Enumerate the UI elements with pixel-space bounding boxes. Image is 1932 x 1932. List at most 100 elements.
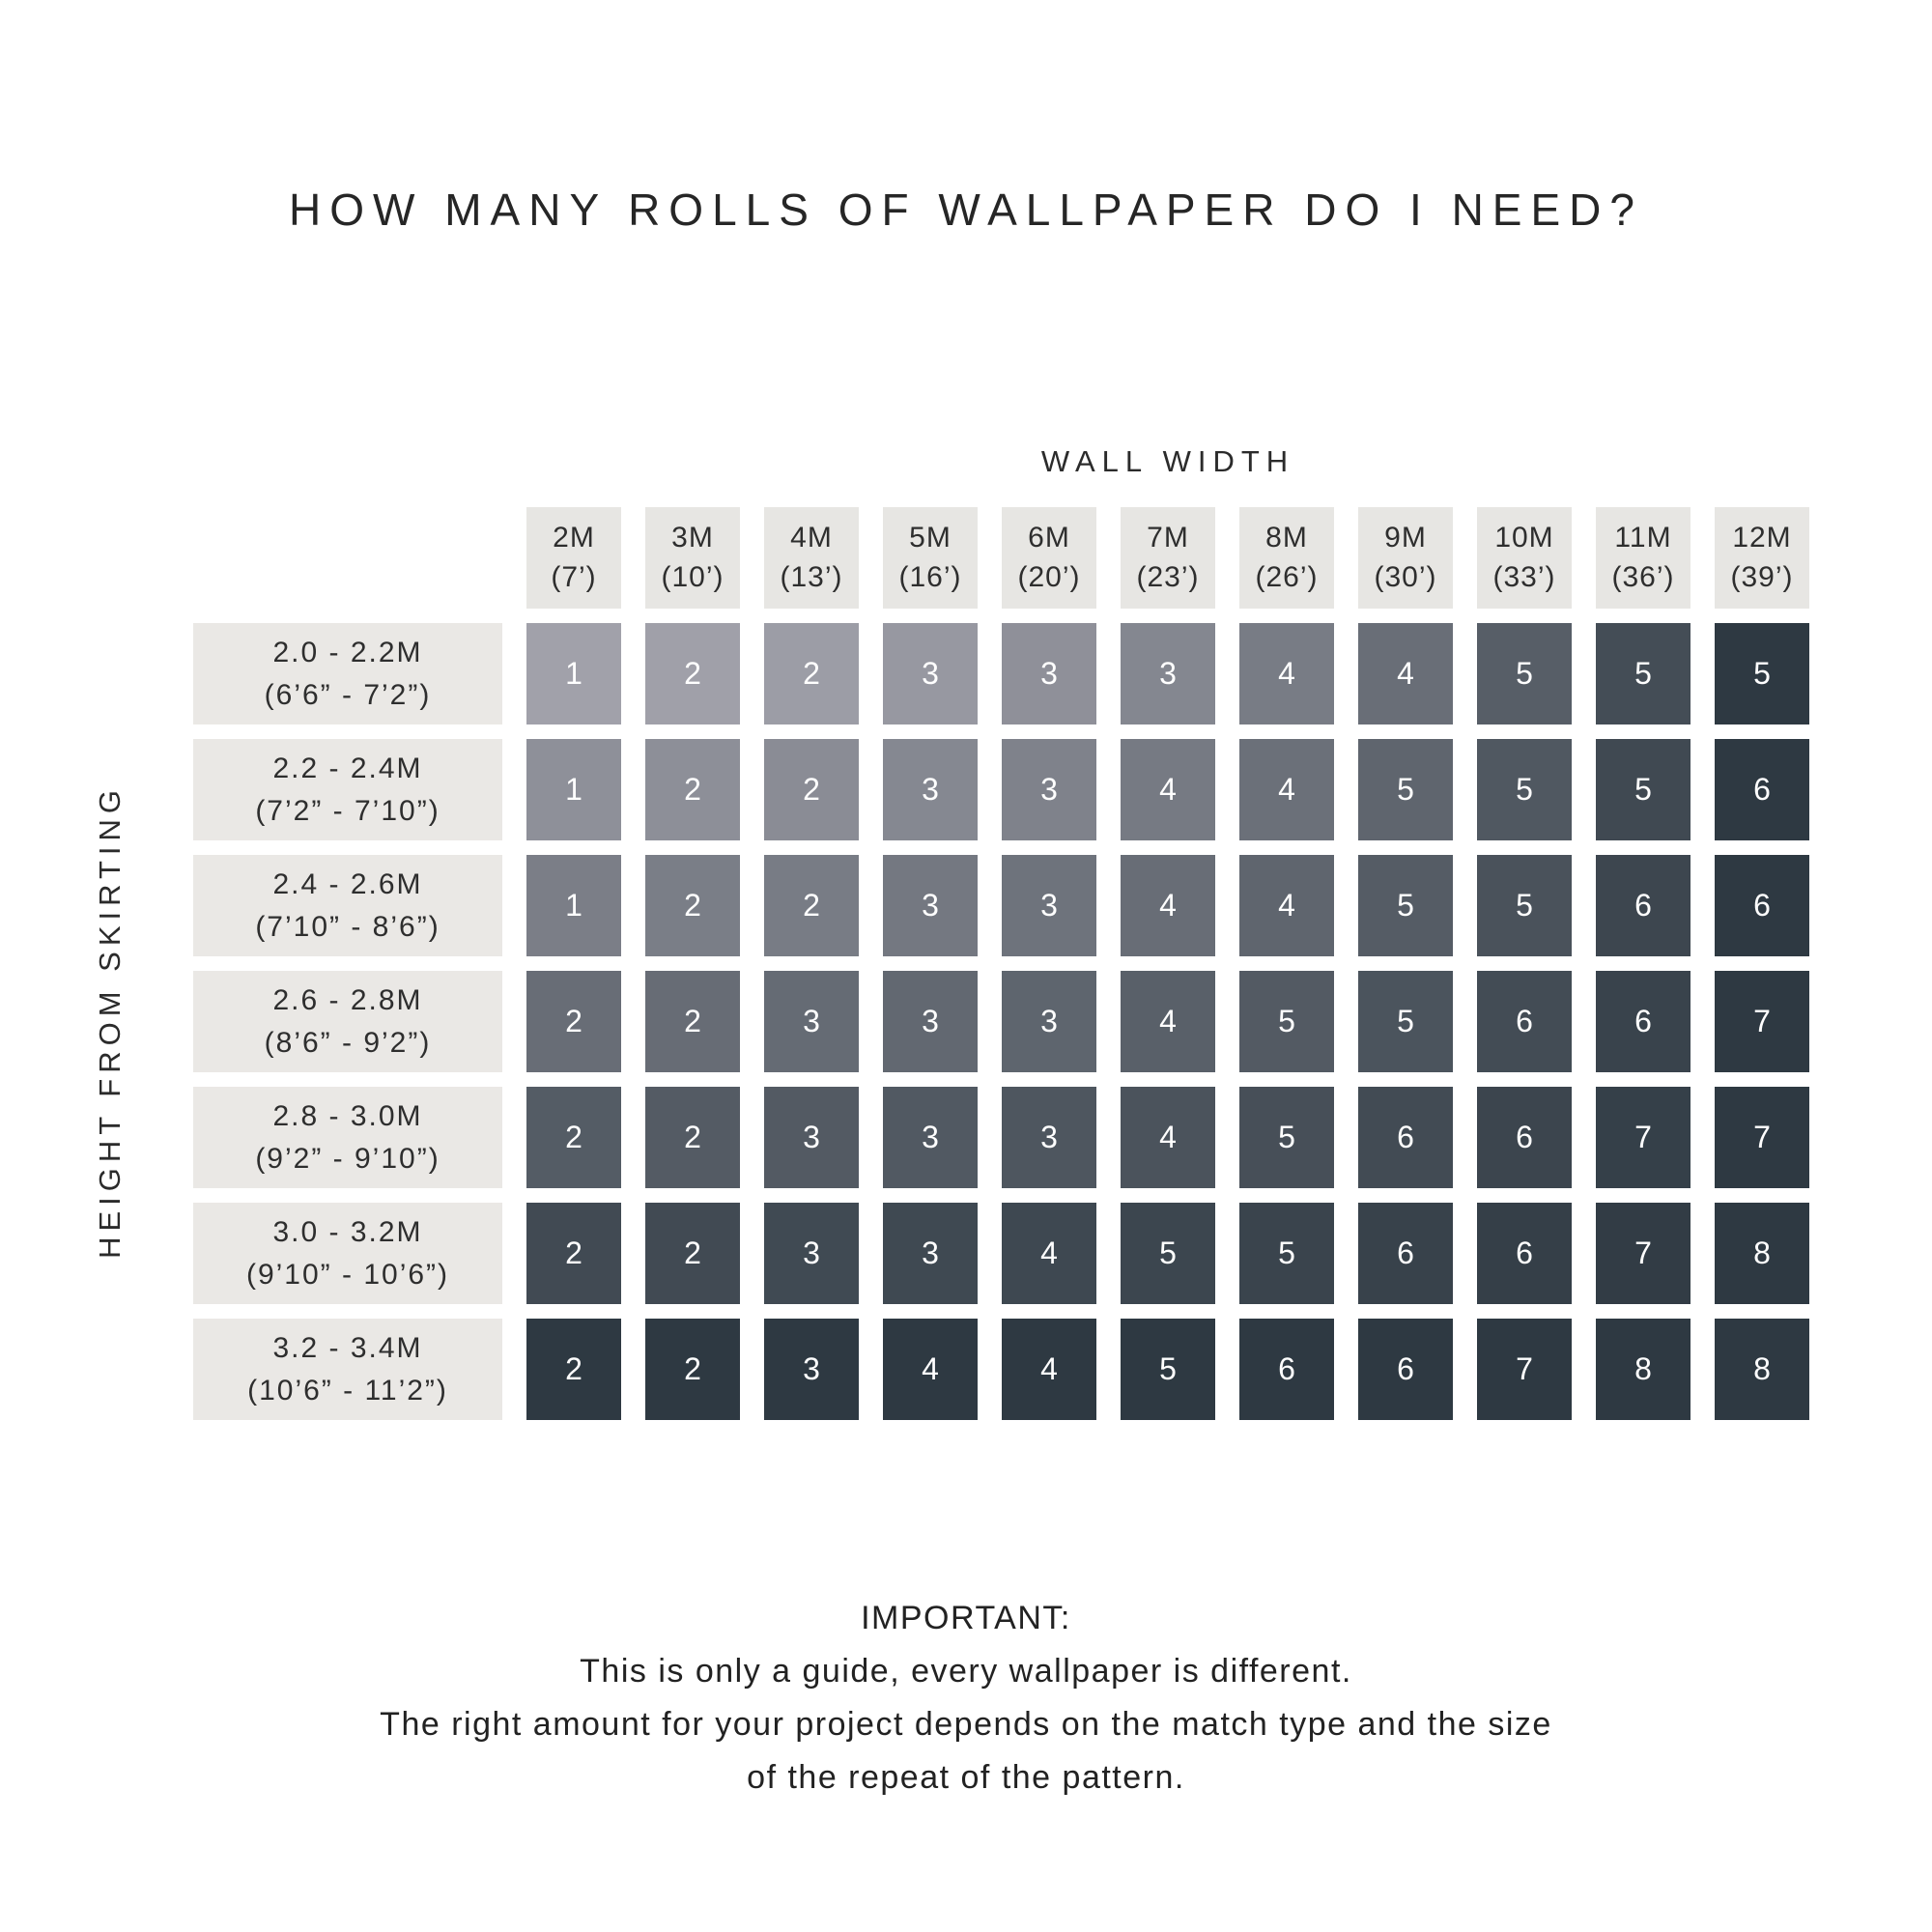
column-header-3m: 3M (10’) xyxy=(645,507,740,609)
column-header-feet: (36’) xyxy=(1611,560,1675,593)
roll-count-cell: 5 xyxy=(1239,1087,1334,1188)
column-header-9m: 9M (30’) xyxy=(1358,507,1453,609)
footer-note: IMPORTANT: This is only a guide, every w… xyxy=(0,1592,1932,1804)
roll-count-cell: 4 xyxy=(1121,739,1215,840)
column-header-meters: 12M xyxy=(1732,522,1792,554)
roll-count-cell: 3 xyxy=(1002,623,1096,724)
roll-count-cell: 3 xyxy=(883,1087,978,1188)
roll-count-cell: 5 xyxy=(1358,855,1453,956)
row-label: 2.8 - 3.0M (9’2” - 9’10”) xyxy=(193,1087,502,1188)
page-title: HOW MANY ROLLS OF WALLPAPER DO I NEED? xyxy=(289,185,1643,235)
roll-count-cell: 2 xyxy=(764,739,859,840)
roll-count-cell: 2 xyxy=(645,1087,740,1188)
column-header-feet: (16’) xyxy=(898,560,962,593)
roll-count-cell: 5 xyxy=(1239,1203,1334,1304)
roll-count-cell: 7 xyxy=(1715,1087,1809,1188)
roll-count-cell: 5 xyxy=(1121,1203,1215,1304)
row-label-feet: (10’6” - 11’2”) xyxy=(247,1374,448,1406)
roll-count-cell: 2 xyxy=(645,623,740,724)
row-label-meters: 2.0 - 2.2M xyxy=(272,637,423,668)
roll-count-cell: 5 xyxy=(1239,971,1334,1072)
row-label-meters: 2.8 - 3.0M xyxy=(272,1100,423,1132)
column-header-meters: 10M xyxy=(1494,522,1554,554)
row-label: 2.4 - 2.6M (7’10” - 8’6”) xyxy=(193,855,502,956)
roll-count-cell: 1 xyxy=(526,623,621,724)
roll-count-cell: 2 xyxy=(645,971,740,1072)
roll-count-cell: 2 xyxy=(526,1203,621,1304)
column-header-feet: (26’) xyxy=(1255,560,1319,593)
column-header-7m: 7M (23’) xyxy=(1121,507,1215,609)
roll-count-cell: 6 xyxy=(1596,855,1690,956)
column-header-6m: 6M (20’) xyxy=(1002,507,1096,609)
column-header-4m: 4M (13’) xyxy=(764,507,859,609)
roll-count-cell: 8 xyxy=(1596,1319,1690,1420)
roll-count-cell: 3 xyxy=(883,855,978,956)
row-label: 3.0 - 3.2M (9’10” - 10’6”) xyxy=(193,1203,502,1304)
table-corner-spacer xyxy=(193,507,502,609)
roll-count-cell: 7 xyxy=(1596,1087,1690,1188)
column-header-5m: 5M (16’) xyxy=(883,507,978,609)
row-label-feet: (6’6” - 7’2”) xyxy=(264,678,432,711)
roll-count-cell: 3 xyxy=(764,1203,859,1304)
roll-count-cell: 3 xyxy=(883,739,978,840)
roll-count-cell: 4 xyxy=(1121,855,1215,956)
roll-count-cell: 7 xyxy=(1596,1203,1690,1304)
roll-count-cell: 5 xyxy=(1596,739,1690,840)
column-header-10m: 10M (33’) xyxy=(1477,507,1572,609)
column-header-meters: 6M xyxy=(1028,522,1070,554)
roll-count-cell: 4 xyxy=(1121,971,1215,1072)
roll-count-cell: 3 xyxy=(1002,739,1096,840)
footer-heading: IMPORTANT: xyxy=(861,1600,1071,1636)
roll-count-cell: 3 xyxy=(1121,623,1215,724)
row-label: 2.2 - 2.4M (7’2” - 7’10”) xyxy=(193,739,502,840)
roll-count-cell: 4 xyxy=(1239,739,1334,840)
column-header-meters: 7M xyxy=(1147,522,1189,554)
roll-count-cell: 3 xyxy=(764,971,859,1072)
roll-count-cell: 2 xyxy=(526,1087,621,1188)
roll-count-cell: 2 xyxy=(526,971,621,1072)
roll-count-cell: 4 xyxy=(1239,855,1334,956)
row-label-meters: 3.2 - 3.4M xyxy=(272,1332,423,1364)
roll-count-cell: 4 xyxy=(1121,1087,1215,1188)
row-label-meters: 2.4 - 2.6M xyxy=(272,868,423,900)
row-label-meters: 3.0 - 3.2M xyxy=(272,1216,423,1248)
roll-count-cell: 6 xyxy=(1477,1087,1572,1188)
row-label: 2.0 - 2.2M (6’6” - 7’2”) xyxy=(193,623,502,724)
column-header-feet: (20’) xyxy=(1017,560,1081,593)
roll-count-cell: 4 xyxy=(1239,623,1334,724)
roll-count-cell: 3 xyxy=(1002,855,1096,956)
roll-count-cell: 3 xyxy=(764,1319,859,1420)
roll-count-cell: 5 xyxy=(1477,739,1572,840)
roll-count-cell: 6 xyxy=(1358,1203,1453,1304)
roll-count-cell: 5 xyxy=(1358,739,1453,840)
column-header-feet: (39’) xyxy=(1730,560,1794,593)
roll-count-cell: 6 xyxy=(1477,971,1572,1072)
roll-count-cell: 5 xyxy=(1358,971,1453,1072)
column-header-feet: (33’) xyxy=(1492,560,1556,593)
column-header-feet: (23’) xyxy=(1136,560,1200,593)
roll-count-cell: 3 xyxy=(883,1203,978,1304)
column-header-11m: 11M (36’) xyxy=(1596,507,1690,609)
roll-count-cell: 4 xyxy=(883,1319,978,1420)
row-label-meters: 2.2 - 2.4M xyxy=(272,753,423,784)
column-header-meters: 8M xyxy=(1265,522,1308,554)
roll-count-cell: 6 xyxy=(1358,1319,1453,1420)
wall-width-axis-label: WALL WIDTH xyxy=(1040,444,1295,478)
column-header-feet: (7’) xyxy=(551,560,597,593)
height-axis-label-wrap: HEIGHT FROM SKIRTING xyxy=(93,623,128,1420)
column-header-meters: 3M xyxy=(671,522,714,554)
roll-count-cell: 2 xyxy=(526,1319,621,1420)
roll-count-cell: 4 xyxy=(1002,1319,1096,1420)
column-header-meters: 4M xyxy=(790,522,833,554)
roll-count-cell: 1 xyxy=(526,739,621,840)
roll-count-cell: 4 xyxy=(1002,1203,1096,1304)
column-header-2m: 2M (7’) xyxy=(526,507,621,609)
roll-count-cell: 3 xyxy=(883,623,978,724)
row-label-feet: (8’6” - 9’2”) xyxy=(264,1026,432,1059)
row-label-feet: (7’10” - 8’6”) xyxy=(255,910,440,943)
wallpaper-rolls-table: 2M (7’) 3M (10’) 4M (13’) 5M (16’) 6M (20’) 7M (23’… xyxy=(193,507,1809,1420)
roll-count-cell: 3 xyxy=(883,971,978,1072)
roll-count-cell: 6 xyxy=(1715,855,1809,956)
roll-count-cell: 3 xyxy=(1002,1087,1096,1188)
row-label-feet: (9’10” - 10’6”) xyxy=(245,1258,450,1291)
